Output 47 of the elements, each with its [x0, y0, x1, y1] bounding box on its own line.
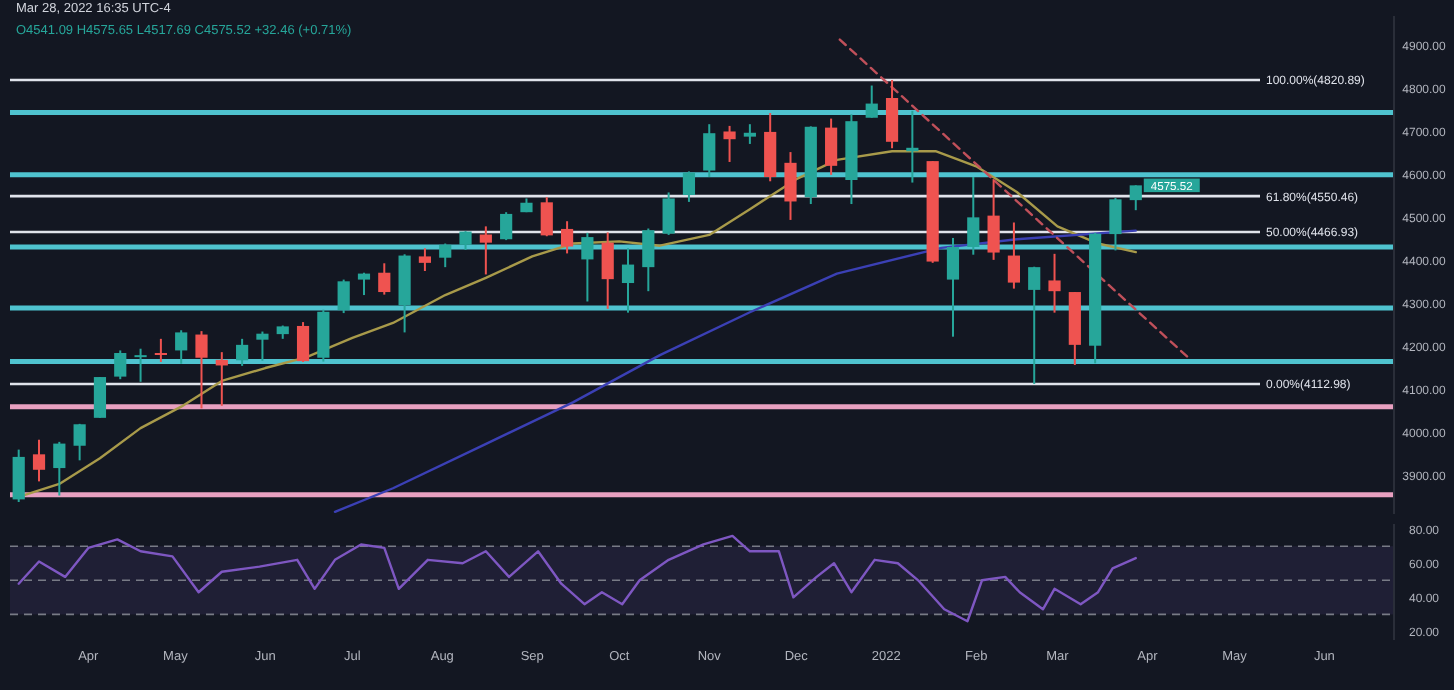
candlestick — [682, 170, 696, 203]
candlestick — [500, 211, 513, 242]
candlestick — [1109, 197, 1122, 252]
candlestick — [703, 123, 716, 178]
candlestick — [378, 262, 391, 296]
candlestick — [1007, 221, 1020, 290]
candlestick — [540, 196, 553, 238]
candlestick — [73, 422, 86, 462]
candlestick — [12, 448, 25, 503]
candlestick — [53, 440, 66, 497]
candlestick — [946, 236, 960, 338]
candlestick — [195, 330, 208, 410]
candlestick — [114, 349, 127, 381]
candlestick — [621, 247, 635, 314]
candlestick — [967, 175, 980, 256]
line-series — [17, 534, 1137, 623]
candlestick — [560, 220, 574, 255]
candlestick — [865, 84, 878, 119]
candlestick — [175, 329, 188, 365]
candlestick — [825, 117, 838, 176]
candlestick — [662, 191, 675, 236]
candlestick — [459, 230, 472, 251]
candlestick — [337, 278, 350, 315]
candlestick — [723, 124, 736, 163]
candlestick — [32, 438, 46, 483]
candlestick — [236, 337, 249, 367]
candlestick — [296, 321, 310, 364]
candlestick — [256, 330, 269, 362]
candlestick — [581, 231, 594, 303]
candlestick — [885, 78, 899, 150]
candlestick — [418, 247, 431, 273]
candlestick — [764, 112, 777, 183]
candlestick — [642, 227, 655, 293]
line-series — [333, 229, 1137, 514]
candlestick — [987, 178, 1000, 261]
candlestick — [317, 308, 330, 363]
candlestick — [601, 231, 614, 310]
candlestick — [1028, 265, 1041, 385]
candlestick — [784, 151, 797, 221]
candlestick — [439, 242, 452, 269]
candlestick — [154, 337, 167, 364]
candlestick — [479, 225, 492, 276]
candlestick — [743, 123, 756, 145]
candlestick — [357, 271, 371, 297]
candlestick — [134, 347, 147, 383]
candlestick — [1048, 252, 1061, 314]
candlestick — [93, 376, 107, 419]
